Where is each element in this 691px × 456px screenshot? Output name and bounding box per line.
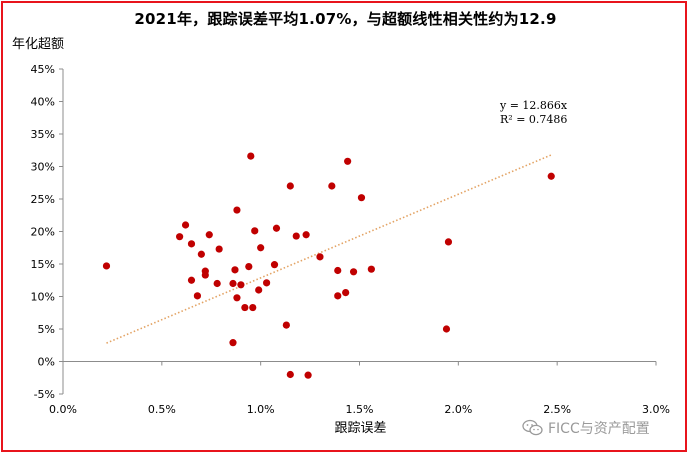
- x-tick-label: 0.5%: [148, 403, 176, 416]
- y-tick-label: 0%: [38, 356, 55, 369]
- data-point: [328, 182, 336, 190]
- data-point: [334, 266, 342, 275]
- data-point: [233, 294, 241, 302]
- data-point: [349, 268, 358, 276]
- x-tick-label: 1.5%: [346, 403, 374, 416]
- data-point: [444, 238, 453, 246]
- data-point: [344, 157, 352, 165]
- trendline: [106, 154, 552, 344]
- data-point: [292, 232, 300, 240]
- data-point: [176, 233, 184, 241]
- y-tick-label: 45%: [31, 63, 55, 76]
- data-point: [251, 227, 259, 235]
- data-point: [197, 250, 205, 258]
- trendline-equation: y = 12.866x: [500, 99, 568, 112]
- data-point: [255, 286, 263, 294]
- data-point: [286, 182, 294, 190]
- y-tick-label: 40%: [31, 96, 55, 109]
- data-point: [213, 279, 221, 288]
- data-point: [193, 292, 202, 300]
- x-tick-label: 2.0%: [444, 403, 472, 416]
- data-point: [304, 371, 312, 379]
- y-tick-label: 30%: [31, 161, 55, 174]
- data-point: [286, 370, 294, 379]
- y-axis-title: 年化超额: [12, 37, 65, 52]
- watermark-text: FICC与资产配置: [548, 421, 650, 437]
- y-tick-label: -5%: [34, 388, 55, 401]
- y-tick-label: 15%: [31, 258, 55, 271]
- data-point: [233, 206, 241, 214]
- data-point: [270, 261, 279, 269]
- y-tick-label: 20%: [31, 226, 55, 239]
- wechat-icon: [522, 419, 543, 436]
- data-point: [272, 224, 281, 232]
- data-point: [201, 271, 209, 279]
- data-point: [257, 244, 265, 252]
- data-point: [205, 231, 213, 239]
- data-point: [102, 262, 111, 270]
- data-point: [316, 253, 324, 261]
- data-point: [229, 339, 237, 347]
- data-point: [215, 245, 223, 253]
- chart-title: 2021年，跟踪误差平均1.07%，与超额线性相关性约为12.9: [134, 10, 557, 28]
- data-point: [442, 325, 451, 333]
- data-point: [342, 289, 350, 297]
- data-point: [229, 279, 237, 288]
- data-point: [262, 279, 271, 287]
- data-point: [187, 240, 196, 248]
- x-tick-label: 3.0%: [642, 403, 670, 416]
- data-point: [547, 172, 555, 180]
- data-point: [245, 263, 253, 271]
- data-point: [302, 231, 310, 239]
- data-point: [334, 292, 342, 300]
- data-point: [241, 303, 249, 312]
- data-point: [231, 266, 239, 274]
- data-point: [181, 221, 190, 229]
- data-point: [247, 152, 255, 160]
- x-axis-title: 跟踪误差: [334, 421, 387, 436]
- data-point: [249, 303, 257, 312]
- x-tick-label: 0.0%: [49, 403, 77, 416]
- y-tick-label: 5%: [38, 323, 55, 336]
- data-point: [367, 265, 375, 273]
- data-point: [357, 194, 366, 202]
- data-point: [187, 276, 196, 284]
- y-tick-label: 35%: [31, 128, 55, 141]
- data-point: [237, 281, 245, 289]
- trendline-r-squared: R² = 0.7486: [500, 113, 568, 126]
- y-tick-label: 25%: [31, 193, 55, 206]
- x-tick-label: 1.0%: [247, 403, 275, 416]
- x-tick-label: 2.5%: [543, 403, 571, 416]
- watermark: FICC与资产配置: [522, 418, 650, 438]
- y-tick-label: 10%: [31, 291, 55, 304]
- data-point: [282, 321, 290, 329]
